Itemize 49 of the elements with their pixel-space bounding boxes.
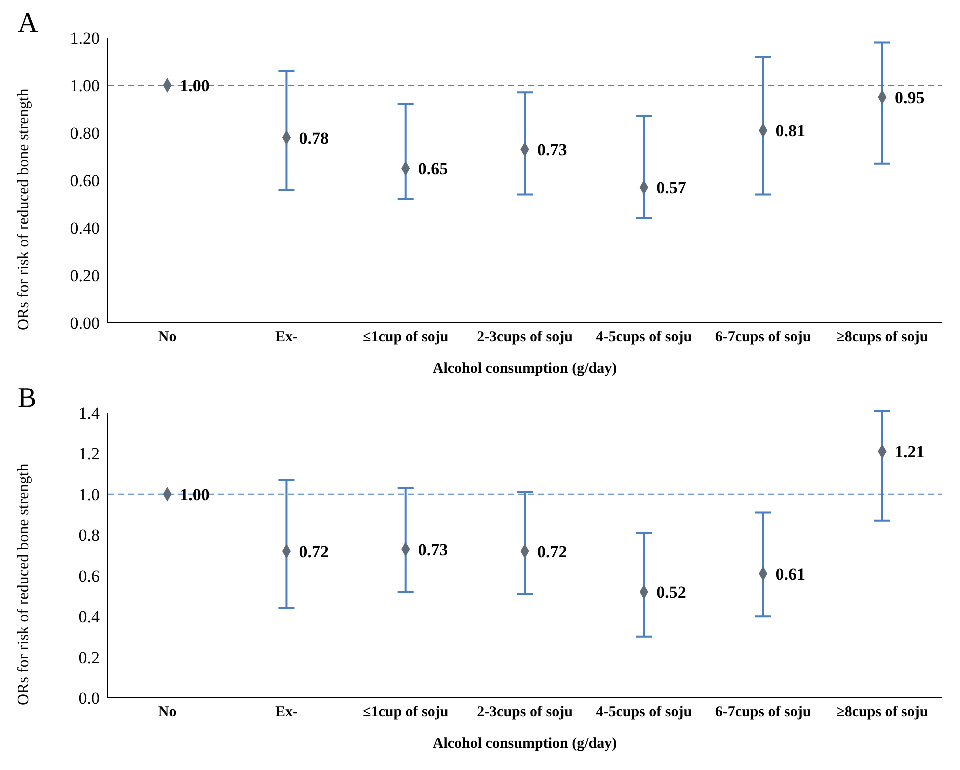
x-tick-label: 2-3cups of soju bbox=[477, 330, 573, 346]
x-tick-label: 4-5cups of soju bbox=[596, 704, 692, 721]
x-tick-label: Ex- bbox=[275, 330, 298, 346]
data-label: 0.52 bbox=[656, 583, 686, 602]
data-label: 0.72 bbox=[299, 542, 329, 562]
y-tick-label: 0.80 bbox=[70, 124, 100, 144]
y-tick-label: 0.2 bbox=[78, 648, 100, 668]
data-label: 0.61 bbox=[776, 564, 806, 584]
data-label: 0.78 bbox=[299, 128, 329, 148]
y-tick-label: 1.00 bbox=[70, 76, 100, 96]
y-tick-label: 0.00 bbox=[70, 314, 100, 334]
x-tick-label: 2-3cups of soju bbox=[477, 704, 573, 721]
y-tick-label: 0.8 bbox=[78, 526, 100, 546]
data-label: 1.00 bbox=[180, 76, 210, 96]
data-label: 1.21 bbox=[894, 442, 925, 462]
y-tick-label: 0.40 bbox=[70, 219, 100, 238]
x-tick-label: ≥8cups of soju bbox=[836, 704, 928, 721]
y-axis-title: ORs for risk of reduced bone strength bbox=[16, 464, 33, 706]
y-tick-label: 1.2 bbox=[78, 444, 100, 464]
chart-title: B bbox=[18, 383, 37, 415]
x-tick-label: ≥8cups of soju bbox=[836, 330, 928, 346]
y-tick-label: 0.20 bbox=[70, 266, 100, 286]
data-label: 0.57 bbox=[656, 178, 687, 198]
y-tick-label: 1.4 bbox=[78, 404, 100, 424]
y-tick-label: 1.0 bbox=[78, 485, 100, 504]
data-label: 0.73 bbox=[418, 540, 448, 560]
y-tick-label: 0.0 bbox=[78, 689, 100, 708]
data-label: 1.00 bbox=[180, 485, 210, 504]
x-tick-label: No bbox=[158, 330, 177, 346]
x-tick-label: 4-5cups of soju bbox=[596, 330, 692, 346]
data-label: 0.81 bbox=[776, 122, 806, 141]
x-tick-label: No bbox=[158, 704, 177, 721]
x-tick-label: ≤1cup of soju bbox=[362, 704, 449, 721]
data-label: 0.95 bbox=[894, 88, 925, 108]
x-tick-label: ≤1cup of soju bbox=[362, 330, 449, 346]
x-axis-title: Alcohol consumption (g/day) bbox=[432, 736, 618, 752]
x-tick-label: 6-7cups of soju bbox=[715, 704, 812, 721]
data-label: 0.73 bbox=[538, 140, 568, 160]
y-tick-label: 0.4 bbox=[78, 608, 100, 627]
x-tick-label: Ex- bbox=[275, 704, 298, 721]
y-tick-label: 0.60 bbox=[70, 172, 100, 191]
x-axis-title: Alcohol consumption (g/day) bbox=[432, 361, 618, 377]
y-tick-label: 0.6 bbox=[78, 566, 100, 586]
chart-title: A bbox=[18, 8, 38, 40]
x-tick-label: 6-7cups of soju bbox=[715, 330, 812, 346]
y-axis-title: ORs for risk of reduced bone strength bbox=[16, 88, 33, 330]
data-label: 0.72 bbox=[538, 542, 568, 562]
data-label: 0.65 bbox=[418, 160, 448, 179]
y-tick-label: 1.20 bbox=[70, 29, 100, 48]
